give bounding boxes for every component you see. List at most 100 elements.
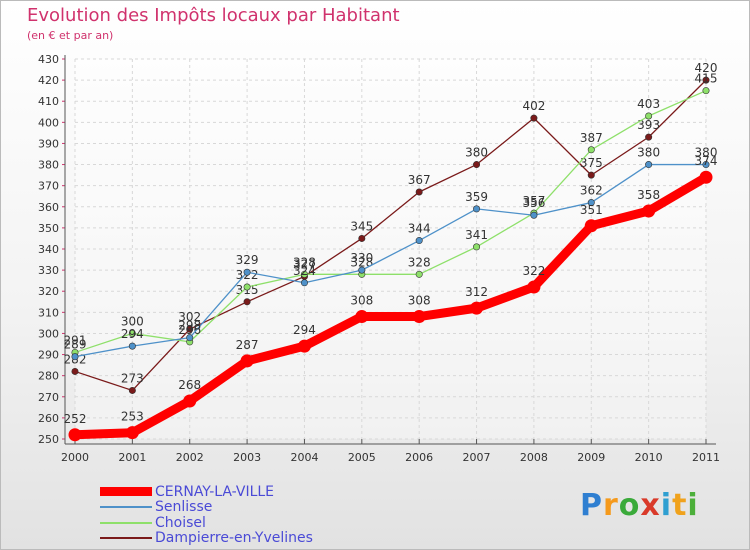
data-label: 287 (236, 338, 259, 352)
data-label: 252 (64, 412, 87, 426)
data-label: 302 (178, 310, 201, 324)
y-tick-label: 350 (38, 222, 59, 235)
y-tick-label: 390 (38, 137, 59, 150)
data-point (587, 199, 595, 207)
y-tick-label: 380 (38, 159, 59, 172)
data-point (473, 161, 481, 169)
data-point (128, 342, 136, 350)
y-tick-label: 250 (38, 433, 59, 446)
data-label: 298 (178, 319, 201, 333)
chart-title: Evolution des Impôts locaux par Habitant (27, 5, 400, 26)
legend-item-choisel: Choisel (100, 515, 313, 531)
y-tick-label: 290 (38, 349, 59, 362)
legend-swatch-choisel (100, 521, 152, 524)
data-label: 328 (350, 255, 373, 269)
legend-swatch-senlisse (100, 506, 152, 509)
x-tick-label: 2006 (405, 451, 433, 464)
series-line (70, 172, 711, 440)
data-label: 380 (465, 146, 488, 160)
data-label: 367 (408, 173, 431, 187)
legend-label-dampierre: Dampierre-en-Yvelines (155, 530, 313, 547)
data-label: 308 (350, 294, 373, 308)
x-tick-label: 2003 (233, 451, 261, 464)
logo-letter: o (618, 488, 641, 523)
data-point (243, 268, 251, 276)
x-tick-label: 2007 (463, 451, 491, 464)
data-point (240, 354, 254, 368)
x-tick-label: 2008 (520, 451, 548, 464)
data-point (699, 170, 713, 184)
data-point (645, 133, 653, 141)
data-label: 380 (637, 146, 660, 160)
data-label: 273 (121, 371, 144, 385)
y-tick-label: 330 (38, 264, 59, 277)
data-point (358, 234, 366, 242)
logo-letter: r (603, 488, 619, 523)
y-tick-label: 370 (38, 180, 59, 193)
data-point (125, 426, 139, 440)
y-tick-label: 320 (38, 285, 59, 298)
data-point (243, 298, 251, 306)
y-tick-label: 260 (38, 412, 59, 425)
y-tick-label: 300 (38, 327, 59, 340)
data-point (473, 205, 481, 213)
x-tick-label: 2000 (61, 451, 89, 464)
data-point (645, 112, 653, 120)
data-label: 380 (695, 146, 718, 160)
data-point (300, 270, 308, 278)
y-tick-label: 280 (38, 370, 59, 383)
proxiti-logo: Proxiti (580, 488, 699, 523)
legend-item-dampierre: Dampierre-en-Yvelines (100, 530, 313, 547)
x-tick-label: 2005 (348, 451, 376, 464)
y-tick-label: 310 (38, 306, 59, 319)
data-label: 289 (64, 338, 87, 352)
x-tick-label: 2002 (176, 451, 204, 464)
data-label: 308 (408, 294, 431, 308)
legend-swatch-cernay (100, 487, 152, 497)
logo-letter: i (660, 488, 673, 523)
x-tick-label: 2011 (692, 451, 720, 464)
logo-letter: x (640, 488, 661, 523)
logo-letter: P (580, 488, 603, 523)
data-point (527, 280, 541, 294)
legend: CERNAY-LA-VILLE Senlisse Choisel Dampier… (100, 484, 313, 546)
legend-item-cernay: CERNAY-LA-VILLE (100, 484, 313, 500)
data-label: 345 (350, 219, 373, 233)
data-point (71, 353, 79, 361)
data-point (243, 283, 251, 291)
data-point (702, 76, 710, 84)
data-point (71, 367, 79, 375)
data-label: 324 (293, 264, 316, 278)
data-point (473, 243, 481, 251)
legend-label-senlisse: Senlisse (155, 499, 213, 516)
data-point (587, 171, 595, 179)
x-tick-label: 2001 (118, 451, 146, 464)
y-tick-label: 420 (38, 74, 59, 87)
data-point (128, 386, 136, 394)
data-label: 294 (293, 323, 316, 337)
x-tick-label: 2004 (290, 451, 318, 464)
data-point (584, 219, 598, 233)
data-label: 374 (695, 154, 718, 168)
data-label: 356 (522, 196, 545, 210)
series-line (74, 163, 707, 358)
data-point (702, 161, 710, 169)
data-point (587, 146, 595, 154)
data-label: 296 (178, 323, 201, 337)
data-point (702, 87, 710, 95)
data-label: 341 (465, 228, 488, 242)
data-label: 351 (580, 203, 603, 217)
data-label: 420 (695, 61, 718, 75)
data-label: 291 (64, 333, 87, 347)
data-label: 300 (121, 314, 144, 328)
data-label: 328 (293, 255, 316, 269)
data-label: 358 (637, 188, 660, 202)
data-label: 312 (465, 285, 488, 299)
data-point (358, 266, 366, 274)
data-label: 357 (522, 194, 545, 208)
data-point (530, 114, 538, 122)
data-point (186, 325, 194, 333)
data-label: 359 (465, 190, 488, 204)
data-label: 375 (580, 156, 603, 170)
